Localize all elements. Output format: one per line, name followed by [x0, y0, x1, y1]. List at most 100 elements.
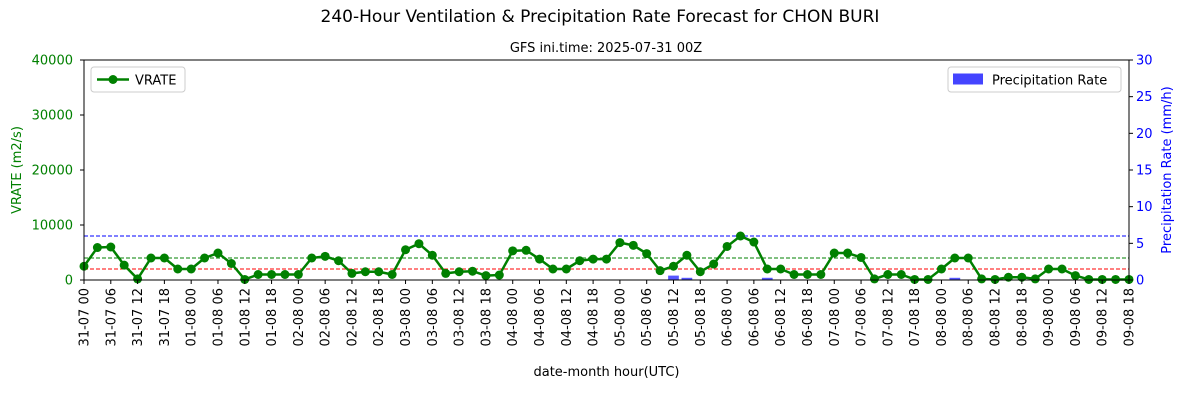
chart-subtitle: GFS ini.time: 2025-07-31 00Z — [510, 41, 702, 56]
left-tick-label: 10000 — [32, 219, 73, 234]
vrate-point — [280, 270, 290, 279]
vrate-point — [481, 271, 491, 281]
vrate-point — [334, 256, 344, 266]
x-tick-label: 01-08 06 — [211, 288, 226, 346]
vrate-point — [843, 248, 853, 258]
left-tick-label: 40000 — [32, 54, 73, 69]
left-tick-label: 20000 — [32, 164, 73, 179]
y-axis-label-right: Precipitation Rate (mm/h) — [1160, 86, 1175, 253]
vrate-point — [762, 264, 772, 274]
vrate-point — [494, 270, 504, 280]
x-tick-label: 06-08 00 — [721, 288, 736, 346]
x-tick-label: 02-08 06 — [319, 288, 334, 346]
vrate-point — [387, 270, 397, 279]
vrate-point — [119, 260, 129, 270]
x-tick-label: 02-08 12 — [345, 288, 360, 346]
vrate-point — [816, 270, 826, 279]
vrate-point — [1070, 271, 1080, 281]
right-tick-label: 10 — [1136, 200, 1153, 215]
vrate-point — [374, 267, 384, 277]
vrate-point — [869, 274, 879, 284]
x-tick-label: 06-08 06 — [747, 288, 762, 346]
vrate-point — [575, 256, 585, 266]
plot-frame — [83, 59, 1130, 281]
vrate-point — [253, 270, 263, 279]
vrate-point — [173, 264, 183, 274]
x-axis-label: date-month hour(UTC) — [533, 365, 679, 380]
vrate-point — [92, 243, 102, 253]
vrate-point — [615, 238, 625, 248]
chart-title: 240-Hour Ventilation & Precipitation Rat… — [321, 7, 880, 27]
vrate-point — [628, 240, 638, 250]
legend-precipitation: Precipitation Rate — [947, 66, 1122, 93]
vrate-point — [936, 264, 946, 274]
vrate-point — [226, 259, 236, 268]
x-tick-label: 09-08 06 — [1069, 288, 1084, 346]
x-tick-label: 04-08 12 — [560, 288, 575, 346]
x-tick-label: 07-08 12 — [881, 288, 896, 346]
precipitation-bar — [681, 277, 693, 280]
vrate-point — [1030, 274, 1040, 284]
vrate-point — [722, 241, 732, 251]
x-tick-label: 07-08 00 — [828, 288, 843, 346]
vrate-point — [360, 267, 370, 277]
x-tick-label: 04-08 00 — [506, 288, 521, 346]
x-tick-label: 31-07 12 — [131, 288, 146, 346]
vrate-point — [1097, 274, 1107, 284]
x-tick-label: 04-08 18 — [587, 288, 602, 346]
vrate-point — [829, 248, 839, 258]
x-tick-label: 02-08 18 — [372, 288, 387, 346]
x-tick-label: 03-08 00 — [399, 288, 414, 346]
vrate-point — [655, 266, 665, 276]
vrate-point — [1057, 264, 1067, 274]
legend-precipitation-label: Precipitation Rate — [992, 74, 1107, 89]
right-tick-label: 15 — [1136, 164, 1153, 179]
vrate-point — [923, 274, 933, 284]
x-tick-label: 03-08 18 — [479, 288, 494, 346]
right-tick-label: 25 — [1136, 90, 1153, 105]
x-tick-label: 02-08 00 — [292, 288, 307, 346]
vrate-point — [133, 274, 143, 284]
x-tick-label: 08-08 06 — [962, 288, 977, 346]
x-tick-label: 09-08 18 — [1123, 288, 1138, 346]
vrate-point — [883, 270, 893, 279]
vrate-point — [950, 253, 960, 263]
x-tick-label: 06-08 18 — [801, 288, 816, 346]
vrate-point — [293, 270, 303, 279]
right-tick-label: 5 — [1136, 237, 1144, 252]
vrate-point — [789, 270, 799, 279]
vrate-point — [602, 254, 611, 264]
x-tick-label: 04-08 06 — [533, 288, 548, 346]
left-tick-label: 0 — [65, 274, 73, 289]
vrate-point — [213, 248, 223, 258]
x-tick-label: 05-08 00 — [613, 288, 628, 346]
vrate-point — [1044, 264, 1054, 274]
vrate-point — [1111, 274, 1121, 284]
vrate-point — [106, 242, 116, 252]
right-tick-label: 20 — [1136, 127, 1153, 142]
precipitation-bar — [761, 277, 773, 280]
x-tick-label: 07-08 18 — [908, 288, 923, 346]
vrate-point — [977, 274, 987, 284]
vrate-point — [320, 251, 330, 261]
vrate-point — [468, 266, 478, 276]
x-tick-label: 06-08 12 — [774, 288, 789, 346]
vrate-point — [521, 245, 531, 255]
vrate-point — [1084, 274, 1094, 284]
x-tick-label: 05-08 06 — [640, 288, 655, 346]
vrate-point — [200, 253, 210, 263]
vrate-point — [709, 259, 719, 269]
right-axis-ticks: 0 5 10 15 20 25 30 — [1129, 54, 1153, 289]
vrate-point — [668, 261, 678, 271]
vrate-point — [682, 250, 692, 260]
x-tick-label: 05-08 18 — [694, 288, 709, 346]
vrate-point — [186, 264, 196, 274]
vrate-point — [454, 267, 464, 277]
vrate-point — [535, 254, 545, 264]
vrate-point — [695, 267, 705, 277]
vrate-point — [240, 274, 250, 284]
x-tick-label: 01-08 12 — [238, 288, 253, 346]
x-tick-label: 03-08 12 — [453, 288, 468, 346]
right-tick-label: 0 — [1136, 274, 1144, 289]
